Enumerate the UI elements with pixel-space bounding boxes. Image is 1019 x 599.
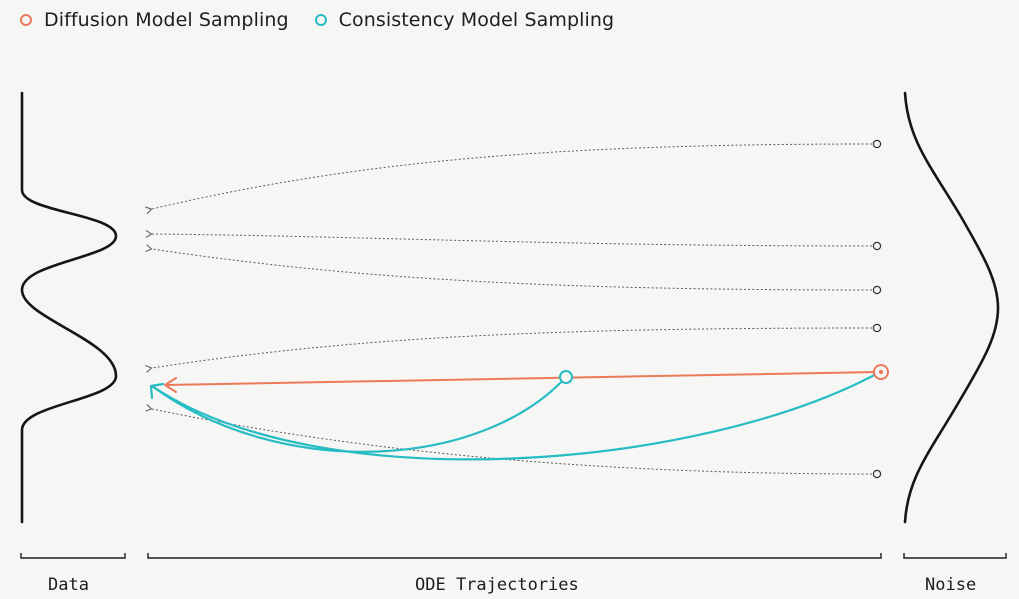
consistency-arrowhead: [149, 382, 165, 400]
section-brackets: [20, 553, 1007, 559]
legend-label-diffusion: Diffusion Model Sampling: [44, 9, 289, 31]
bracket-data: [20, 553, 126, 559]
ode-trajectories: [145, 143, 873, 475]
bracket-ode: [147, 553, 882, 559]
section-label-ode: ODE Trajectories: [415, 575, 579, 595]
legend-item-diffusion: Diffusion Model Sampling: [20, 9, 289, 31]
circle-outline-icon: [20, 14, 32, 26]
legend-label-consistency: Consistency Model Sampling: [338, 9, 615, 31]
trajectory-start-point: [872, 469, 882, 479]
ode-trajectory: [145, 230, 873, 247]
diffusion-arrowhead: [164, 377, 177, 393]
data-distribution-curve: [20, 91, 118, 524]
ode-trajectory: [145, 327, 873, 373]
trajectory-start-points: [872, 139, 882, 479]
ode-trajectory: [145, 244, 873, 291]
trajectory-start-point: [872, 285, 882, 295]
ode-trajectory: [145, 143, 873, 215]
legend: Diffusion Model Sampling Consistency Mod…: [20, 9, 614, 31]
noise-distribution-curve: [903, 91, 1000, 524]
consistency-sampling-path-long: [151, 371, 881, 461]
circle-outline-icon: [314, 14, 327, 26]
consistency-intermediate-point: [559, 370, 573, 384]
trajectory-start-point: [872, 139, 882, 149]
section-label-data: Data: [48, 575, 89, 595]
section-label-noise: Noise: [925, 575, 977, 595]
consistency-sampling-path-short: [151, 376, 567, 453]
noise-start-point-inner: [878, 369, 884, 375]
trajectory-start-point: [872, 241, 882, 251]
legend-item-consistency: Consistency Model Sampling: [314, 9, 615, 31]
bracket-noise: [903, 553, 1007, 559]
trajectory-start-point: [872, 323, 882, 333]
ode-trajectory: [145, 404, 873, 475]
diffusion-sampling-path: [165, 371, 878, 386]
